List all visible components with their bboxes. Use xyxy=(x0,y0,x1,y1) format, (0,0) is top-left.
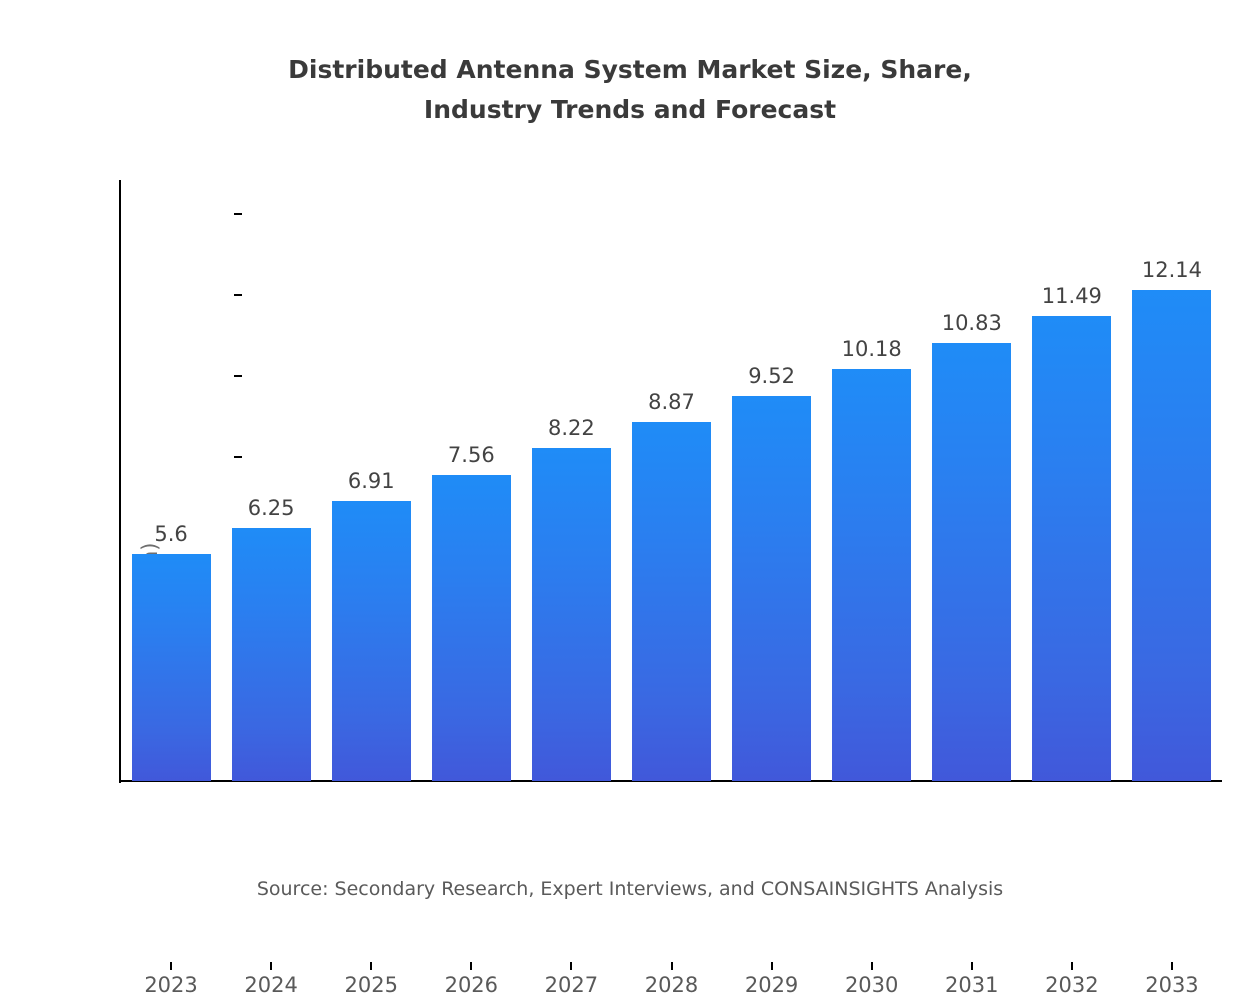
x-axis-tick-mark xyxy=(570,962,573,970)
bar[interactable] xyxy=(932,342,1012,781)
x-axis-tick-mark xyxy=(770,962,773,970)
bar-value-label: 11.49 xyxy=(1041,283,1102,308)
bar[interactable] xyxy=(732,395,812,781)
bar[interactable] xyxy=(531,448,611,781)
bar-value-label: 8.87 xyxy=(648,390,695,415)
bar[interactable] xyxy=(231,528,311,781)
bar-value-label: 6.91 xyxy=(347,469,395,494)
bar-value-label: 8.22 xyxy=(548,416,595,441)
bar-value-label: 10.83 xyxy=(941,310,1002,335)
bar[interactable] xyxy=(331,501,411,781)
bar[interactable] xyxy=(632,422,711,781)
source-note: Source: Secondary Research, Expert Inter… xyxy=(256,878,1004,900)
x-axis-tick-mark xyxy=(870,962,873,970)
y-axis-tick-mark xyxy=(234,375,242,378)
y-axis-tick-mark xyxy=(234,780,242,782)
bar-value-label: 9.52 xyxy=(748,363,795,388)
bar[interactable] xyxy=(131,554,211,781)
x-axis-line xyxy=(119,780,1222,782)
bar-value-label: 5.6 xyxy=(154,522,188,547)
bar-value-label: 6.25 xyxy=(247,496,295,521)
bar[interactable] xyxy=(1032,315,1112,781)
x-axis-tick-label: 2033 xyxy=(1145,973,1199,997)
y-axis-tick-mark xyxy=(234,213,242,216)
bar-value-label: 12.14 xyxy=(1141,257,1203,282)
x-axis-tick-mark xyxy=(1170,962,1173,970)
y-axis-tick-mark xyxy=(234,294,242,297)
bar[interactable] xyxy=(832,369,912,781)
x-axis-tick-mark xyxy=(470,962,473,970)
plot-area: Market Size (Billion) 02468101214 202320… xyxy=(121,180,1222,997)
bar[interactable] xyxy=(1132,289,1212,781)
x-axis-tick-mark xyxy=(170,962,173,970)
bar[interactable] xyxy=(431,475,511,781)
page-title: Distributed Antenna System Market Size, … xyxy=(288,55,972,124)
bar-value-label: 7.56 xyxy=(447,443,495,468)
y-axis-tick-mark xyxy=(234,456,242,459)
x-axis-tick-mark xyxy=(1070,962,1073,970)
x-axis-tick-mark xyxy=(270,962,273,970)
bar-value-label: 10.18 xyxy=(841,337,902,361)
y-axis-line xyxy=(119,180,121,783)
x-axis-tick-mark xyxy=(370,962,373,970)
x-axis-tick-mark xyxy=(970,962,973,970)
x-axis-tick-mark xyxy=(670,962,673,970)
